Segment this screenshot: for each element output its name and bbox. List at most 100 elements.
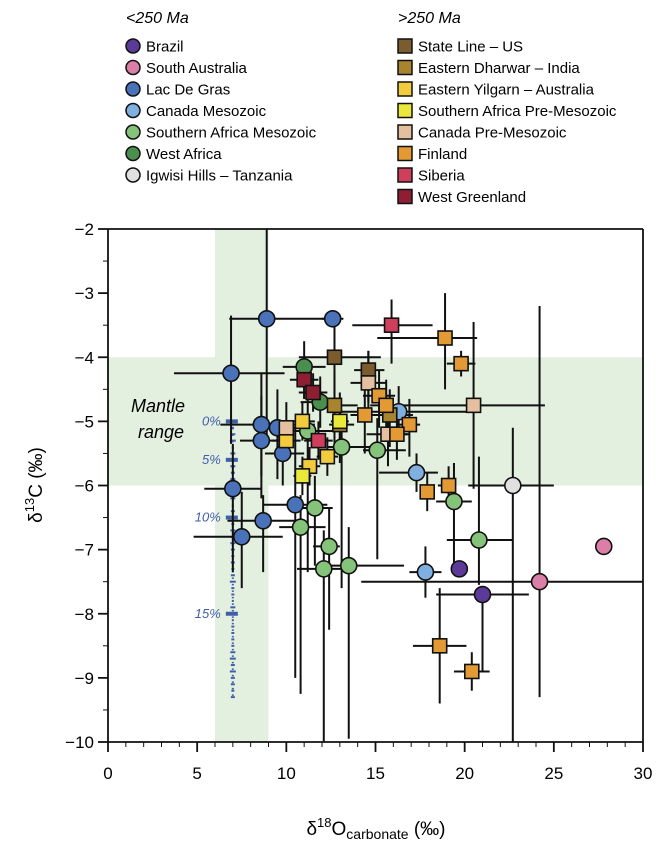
x-tick-label: 30 [634,764,653,783]
x-axis-title: δ18Ocarbonate (‰) [306,815,445,842]
data-point-square [454,357,468,371]
y-tick-label: −4 [75,348,94,367]
data-point-circle [293,519,309,535]
legend-marker-square [398,190,412,204]
data-point-square [295,469,309,483]
legend-marker-circle [126,168,140,182]
mixing-percent-label: 15% [195,606,221,621]
data-point-circle [475,587,491,603]
y-tick-label: −7 [75,541,94,560]
data-point-circle [369,442,385,458]
data-point-circle [223,365,239,381]
data-point-square [279,434,293,448]
mixing-percent-label: 5% [202,452,221,467]
data-point-circle [234,529,250,545]
data-point-circle [446,494,462,510]
data-point-circle [417,564,433,580]
legend-marker-square [398,168,412,182]
data-point-square [438,331,452,345]
y-tick-label: −9 [75,669,94,688]
legend-marker-square [398,125,412,139]
legend-marker-square [398,61,412,75]
data-point-square [420,485,434,499]
data-point-square [465,664,479,678]
mantle-range-label-2: range [138,422,184,442]
data-point-circle [253,433,269,449]
data-point-square [390,427,404,441]
data-point-square [279,421,293,435]
legend-marker-circle [126,147,140,161]
data-point-circle [255,513,271,529]
data-point-circle [316,561,332,577]
data-point-square [327,398,341,412]
legend-marker-circle [126,125,140,139]
y-tick-label: −10 [65,733,94,752]
legend-marker-square [398,147,412,161]
data-point-circle [334,439,350,455]
y-tick-label: −6 [75,477,94,496]
legend-label: Finland [418,146,467,163]
legend-marker-square [398,104,412,118]
legend-label: Lac De Gras [146,82,230,99]
data-point-square [361,363,375,377]
legend-label: Southern Africa Mesozoic [146,125,317,142]
data-point-square [358,408,372,422]
data-point-square [361,376,375,390]
y-tick-label: −5 [75,412,94,431]
data-point-circle [325,311,341,327]
y-tick-label: −8 [75,605,94,624]
legend-marker-circle [126,61,140,75]
data-point-square [327,350,341,364]
legend-label: South Australia [146,60,248,77]
legend-label: West Greenland [418,189,526,206]
data-point-circle [451,561,467,577]
data-point-square [333,414,347,428]
data-point-square [467,398,481,412]
legend-label: Siberia [418,168,465,185]
x-tick-label: 20 [455,764,474,783]
data-point-square [295,414,309,428]
data-point-square [385,318,399,332]
legend-marker-circle [126,82,140,96]
scatter-chart: <250 Ma Brazil South Australia Lac De Gras C… [0,0,659,846]
legend-label: Canada Pre-Mesozoic [418,125,567,142]
legend-label: State Line – US [418,39,523,56]
x-tick-label: 25 [544,764,563,783]
data-point-circle [532,574,548,590]
data-point-circle [307,500,323,516]
data-point-square [433,639,447,653]
data-point-circle [409,465,425,481]
legend-marker-circle [126,104,140,118]
data-point-square [442,479,456,493]
legend-marker-circle [126,39,140,53]
data-point-circle [341,558,357,574]
data-point-circle [321,538,337,554]
legend-label: Eastern Yilgarn – Australia [418,82,595,99]
legend-marker-square [398,82,412,96]
legend-label: Brazil [146,39,184,56]
legend-heading: >250 Ma [398,10,461,27]
data-point-circle [287,497,303,513]
legend-marker-square [398,39,412,53]
legend-label: Eastern Dharwar – India [418,60,580,77]
data-point-circle [505,478,521,494]
y-tick-label: −3 [75,284,94,303]
legend-label: West Africa [146,146,222,163]
mixing-percent-label: 0% [202,413,221,428]
x-tick-label: 10 [277,764,296,783]
mantle-range-label: Mantle [131,396,185,416]
data-point-square [297,373,311,387]
data-point-square [320,450,334,464]
mixing-percent-label: 10% [195,510,221,525]
legend-label: Canada Mesozoic [146,103,267,120]
x-tick-label: 15 [366,764,385,783]
data-point-square [379,398,393,412]
data-point-circle [596,538,612,554]
data-point-circle [471,532,487,548]
data-point-square [306,386,320,400]
y-axis-title: δ13C (‰) [22,447,47,523]
data-point-circle [259,311,275,327]
legend-heading: <250 Ma [126,10,189,27]
data-point-square [311,434,325,448]
legend-label: Southern Africa Pre-Mesozoic [418,103,617,120]
